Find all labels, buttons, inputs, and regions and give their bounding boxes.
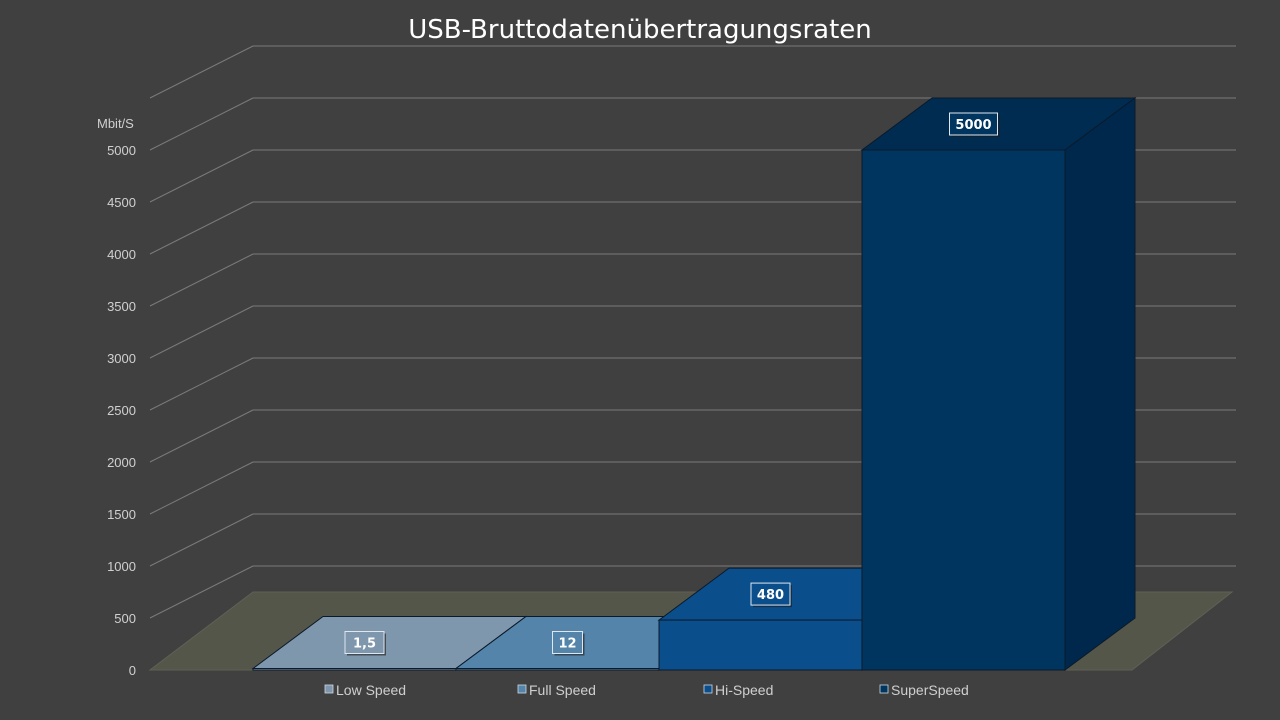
- legend-label: Full Speed: [529, 682, 596, 698]
- bar-front: [455, 668, 660, 671]
- chart-title: USB-Bruttodatenübertragungsraten: [408, 15, 872, 45]
- y-tick-label: 1000: [107, 559, 136, 574]
- data-label-box: [750, 582, 791, 606]
- y-tick-label: 2500: [107, 403, 136, 418]
- data-label-text: 1,5: [353, 637, 376, 652]
- data-label: 5000: [949, 112, 1000, 137]
- legend-entry: Full Speed: [517, 682, 596, 698]
- y-tick-label: 3000: [107, 351, 136, 366]
- gridline-side: [149, 201, 254, 255]
- y-tick-label: 2000: [107, 455, 136, 470]
- gridline-side: [149, 253, 254, 307]
- bar-front: [861, 149, 1066, 671]
- y-tick-label: 3500: [107, 299, 136, 314]
- gridline-side: [149, 149, 254, 203]
- legend-label: SuperSpeed: [891, 682, 969, 698]
- data-label-box: [552, 631, 583, 654]
- legend-swatch: [879, 684, 889, 694]
- y-tick-label: 4500: [107, 195, 136, 210]
- legend-swatch: [703, 684, 713, 694]
- gridline-side: [149, 357, 254, 411]
- y-axis-label: Mbit/S: [97, 116, 134, 131]
- legend-swatch: [324, 684, 334, 694]
- data-label-text: 480: [757, 588, 784, 603]
- bar-front: [658, 619, 863, 671]
- bar-front: [252, 668, 457, 671]
- legend: Low Speed Full Speed Hi-Speed SuperSpeed: [324, 682, 969, 698]
- legend-label: Low Speed: [336, 682, 406, 698]
- bar-side: [1064, 97, 1136, 671]
- legend-entry: SuperSpeed: [879, 682, 969, 698]
- y-tick-label: 4000: [107, 247, 136, 262]
- gridline-side: [149, 565, 254, 619]
- gridline-side: [149, 461, 254, 515]
- data-label-box: [949, 112, 998, 136]
- bars: [251, 97, 1137, 671]
- y-tick-label: 1500: [107, 507, 136, 522]
- bar: [860, 97, 1137, 671]
- data-label-box: [344, 631, 385, 654]
- gridline-side: [149, 409, 254, 463]
- data-label-text: 5000: [955, 118, 991, 133]
- y-axis: Mbit/S 0 500 1000 1500 2000 2500 3000 3500 4000 4…: [97, 116, 136, 678]
- legend-entry: Low Speed: [324, 682, 406, 698]
- legend-swatch: [517, 684, 527, 694]
- gridline-side: [149, 513, 254, 567]
- data-labels: 1,5 12 480 5000: [344, 112, 1000, 656]
- y-tick-label: 500: [114, 611, 136, 626]
- data-label: 480: [750, 582, 792, 608]
- y-tick-label: 5000: [107, 143, 136, 158]
- y-tick-label: 0: [129, 663, 136, 678]
- legend-entry: Hi-Speed: [703, 682, 773, 698]
- legend-label: Hi-Speed: [715, 682, 773, 698]
- data-label: 1,5: [344, 631, 386, 656]
- gridline-side: [149, 45, 254, 99]
- data-label-text: 12: [558, 637, 576, 652]
- gridline-side: [149, 305, 254, 359]
- gridline-side: [149, 97, 254, 151]
- data-label: 12: [552, 631, 585, 656]
